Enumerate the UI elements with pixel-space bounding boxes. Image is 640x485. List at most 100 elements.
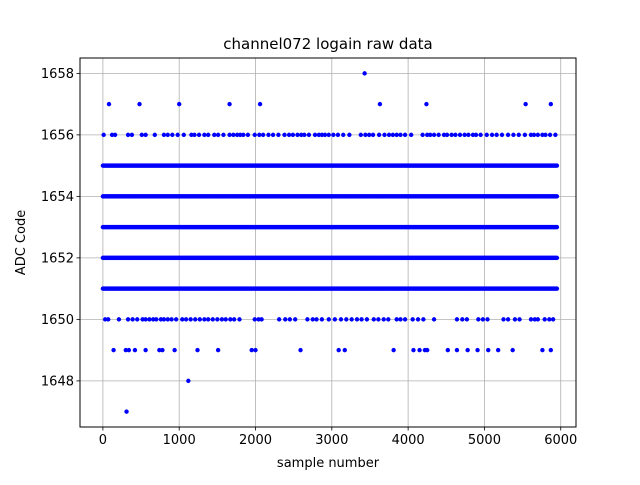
axis-ticks: 0 1000 2000 3000 4000 5000 6000 1648 1650 1652 165… xyxy=(41,67,577,448)
data-point xyxy=(362,71,367,76)
data-point xyxy=(256,317,261,322)
data-point xyxy=(205,317,211,322)
data-point xyxy=(489,132,495,138)
data-point xyxy=(454,317,460,322)
data-point xyxy=(517,317,522,322)
data-point xyxy=(302,132,307,138)
x-tick-label: 3000 xyxy=(315,433,348,448)
data-point xyxy=(528,132,534,138)
data-point xyxy=(462,132,467,138)
data-point xyxy=(554,286,560,291)
data-point xyxy=(177,101,182,107)
data-point xyxy=(441,132,447,138)
data-point xyxy=(160,347,165,353)
data-point xyxy=(542,317,547,322)
data-point xyxy=(316,132,322,138)
data-point xyxy=(126,347,132,353)
data-point xyxy=(402,132,408,138)
data-point xyxy=(143,132,148,138)
data-point xyxy=(260,132,266,138)
data-point xyxy=(494,132,499,138)
data-point xyxy=(425,132,430,138)
data-point xyxy=(124,409,129,414)
data-point xyxy=(402,317,408,322)
data-point xyxy=(511,132,516,138)
data-point xyxy=(227,132,232,138)
data-point xyxy=(129,132,135,138)
data-point xyxy=(106,317,111,322)
data-point xyxy=(431,132,437,138)
data-point xyxy=(252,132,257,138)
data-point xyxy=(331,132,336,138)
data-point xyxy=(195,347,200,353)
data-point xyxy=(169,317,174,322)
data-point xyxy=(193,317,198,322)
data-point xyxy=(132,347,138,353)
data-point xyxy=(535,132,541,138)
data-point xyxy=(158,317,164,322)
data-point xyxy=(473,132,479,138)
data-point xyxy=(241,132,246,138)
data-point xyxy=(547,317,552,322)
data-point xyxy=(349,317,354,322)
data-point xyxy=(417,347,422,353)
data-point xyxy=(436,132,441,138)
data-point xyxy=(228,317,233,322)
data-point xyxy=(161,132,167,138)
data-point xyxy=(398,132,403,138)
data-point xyxy=(444,132,450,138)
data-point xyxy=(547,132,553,138)
data-point xyxy=(543,132,548,138)
data-point xyxy=(394,317,399,322)
data-point xyxy=(354,317,360,322)
data-point xyxy=(147,317,152,322)
data-point xyxy=(344,317,349,322)
data-point xyxy=(480,317,486,322)
data-point xyxy=(212,132,217,138)
data-point xyxy=(197,317,203,322)
data-point xyxy=(550,317,556,322)
data-point xyxy=(326,132,331,138)
data-point xyxy=(290,132,296,138)
data-point xyxy=(282,132,287,138)
data-point xyxy=(410,317,415,322)
data-point xyxy=(299,132,304,138)
data-point xyxy=(408,132,414,138)
data-point xyxy=(112,132,118,138)
data-point xyxy=(466,132,471,138)
data-point xyxy=(257,132,262,138)
data-point xyxy=(554,255,560,261)
data-point xyxy=(342,347,347,353)
y-tick-label: 1648 xyxy=(41,374,74,389)
data-point xyxy=(390,132,396,138)
data-point xyxy=(464,317,470,322)
data-point xyxy=(386,132,392,138)
data-point xyxy=(252,317,257,322)
data-point xyxy=(528,317,534,322)
data-point xyxy=(292,317,298,322)
data-point xyxy=(314,317,319,322)
data-point xyxy=(223,317,228,322)
data-point xyxy=(266,132,271,138)
data-point xyxy=(170,132,175,138)
data-point xyxy=(478,132,483,138)
data-point xyxy=(276,132,281,138)
data-point xyxy=(180,317,185,322)
data-point xyxy=(485,317,490,322)
data-point xyxy=(548,347,554,353)
data-point xyxy=(484,132,489,138)
y-tick-label: 1658 xyxy=(41,67,74,82)
data-point xyxy=(501,317,506,322)
data-point xyxy=(424,101,429,107)
data-point xyxy=(548,101,554,107)
data-point xyxy=(101,132,106,138)
data-point xyxy=(231,132,236,138)
y-tick-label: 1650 xyxy=(41,313,74,328)
plot-frame xyxy=(79,57,577,428)
chart-title: channel072 logain raw data xyxy=(223,35,432,53)
data-point xyxy=(196,132,202,138)
data-point xyxy=(454,347,460,353)
y-tick-label: 1654 xyxy=(41,190,74,205)
data-point xyxy=(319,317,325,322)
